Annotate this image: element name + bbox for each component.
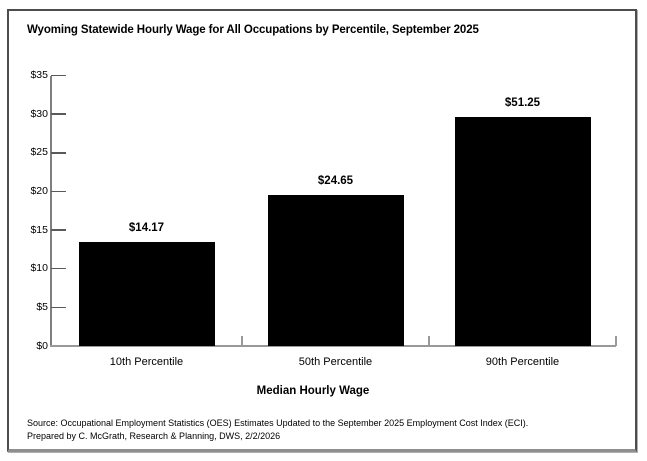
- y-axis-tick-label: $15: [30, 223, 48, 236]
- y-axis-tick-label: $25: [30, 146, 48, 159]
- bar-value-label: $24.65: [317, 175, 354, 188]
- y-axis-tick: [51, 113, 66, 115]
- y-axis-tick-label: $30: [30, 107, 48, 120]
- source-note: Source: Occupational Employment Statisti…: [27, 417, 528, 443]
- source-line-2: Prepared by C. McGrath, Research & Plann…: [27, 431, 281, 441]
- bar: [454, 117, 591, 346]
- y-axis-tick: [51, 229, 66, 231]
- y-axis-tick-label: $0: [36, 339, 48, 352]
- y-axis-tick-label: $10: [30, 262, 48, 275]
- y-axis-tick: [51, 267, 66, 270]
- x-category-label: 90th Percentile: [485, 356, 560, 368]
- x-axis-tick: [615, 336, 617, 346]
- bar-value-label: $51.25: [504, 97, 541, 110]
- y-axis-tick: [51, 306, 66, 309]
- y-axis-tick-label: $35: [30, 69, 48, 81]
- x-axis-tick: [428, 336, 430, 346]
- x-category-label: 10th Percentile: [109, 356, 184, 368]
- y-axis-tick-label: $20: [30, 184, 48, 197]
- x-axis-title: Median Hourly Wage: [256, 385, 370, 397]
- bar: [78, 242, 215, 346]
- y-axis-line: [50, 75, 52, 347]
- x-axis-line: [50, 345, 616, 347]
- x-axis-tick: [241, 336, 243, 346]
- chart-title: Wyoming Statewide Hourly Wage for All Oc…: [27, 24, 479, 36]
- source-line-1: Source: Occupational Employment Statisti…: [27, 418, 529, 428]
- bar-value-label: $14.17: [128, 222, 165, 235]
- x-category-label: 50th Percentile: [298, 356, 373, 368]
- y-axis-tick: [51, 74, 66, 77]
- y-axis-tick: [51, 190, 66, 193]
- y-axis-tick: [51, 152, 66, 154]
- y-axis-tick-label: $5: [36, 300, 48, 313]
- bar: [267, 195, 404, 346]
